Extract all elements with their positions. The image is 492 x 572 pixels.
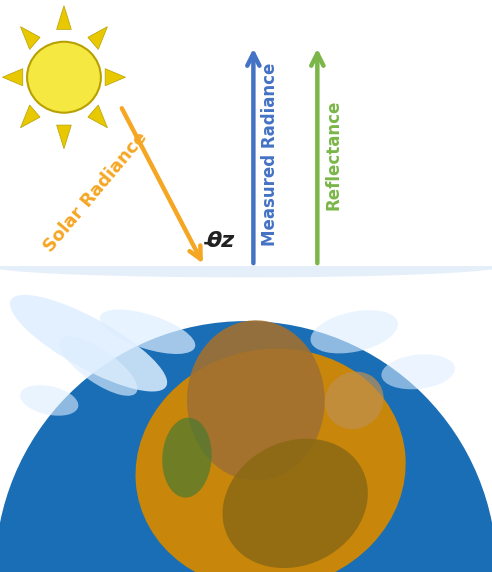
Text: Solar Radiance: Solar Radiance xyxy=(41,128,151,255)
Bar xyxy=(0,0,492,266)
Ellipse shape xyxy=(222,439,368,568)
Text: Measured Radiance: Measured Radiance xyxy=(261,63,278,246)
Polygon shape xyxy=(88,105,107,128)
Ellipse shape xyxy=(100,309,195,354)
Ellipse shape xyxy=(325,372,384,429)
Polygon shape xyxy=(57,6,71,29)
Polygon shape xyxy=(88,27,107,49)
Polygon shape xyxy=(21,27,40,49)
Text: θz: θz xyxy=(206,232,235,251)
Polygon shape xyxy=(2,69,23,86)
Polygon shape xyxy=(21,105,40,128)
Ellipse shape xyxy=(310,310,398,353)
Text: Reflectance: Reflectance xyxy=(325,100,342,209)
Ellipse shape xyxy=(135,348,406,572)
Ellipse shape xyxy=(27,42,101,113)
Polygon shape xyxy=(57,125,71,149)
Ellipse shape xyxy=(381,354,455,390)
Polygon shape xyxy=(105,69,125,86)
Ellipse shape xyxy=(162,418,212,498)
Ellipse shape xyxy=(187,320,325,480)
Ellipse shape xyxy=(0,321,492,572)
Ellipse shape xyxy=(20,385,78,416)
Ellipse shape xyxy=(0,255,492,277)
Ellipse shape xyxy=(10,295,167,391)
Ellipse shape xyxy=(60,336,137,396)
